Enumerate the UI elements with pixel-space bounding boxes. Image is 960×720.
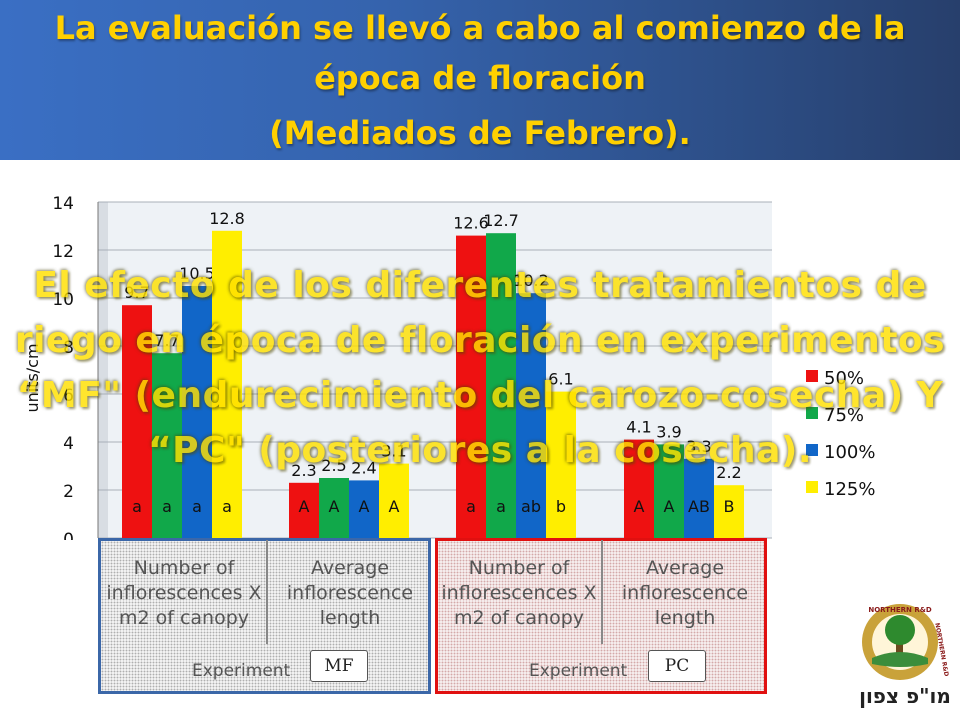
slide-title-line-1: La evaluación se llevó a cabo al comienz…	[54, 9, 906, 47]
slide-header: La evaluación se llevó a cabo al comienz…	[0, 0, 960, 160]
legend-swatch-50pct	[806, 370, 818, 382]
logo-ring-text: NORTHERN R&D	[868, 606, 931, 614]
experiment-tag-pc: PC	[648, 650, 706, 682]
significance-letter: AB	[688, 497, 710, 516]
y-tick-label: 10	[52, 290, 74, 310]
logo-hebrew-name: מו"פ צפון	[859, 684, 951, 708]
data-label: 7.7	[154, 331, 179, 350]
bar-125pct-1	[379, 463, 409, 538]
legend-label-75pct: 75%	[824, 405, 864, 426]
logo-tree-crown	[885, 615, 915, 645]
y-tick-label: 12	[52, 242, 74, 262]
experiment-label-pc: Experiment	[529, 661, 628, 681]
bar-100pct-1	[349, 480, 379, 538]
data-label: 2.3	[291, 461, 316, 480]
legend-swatch-100pct	[806, 444, 818, 456]
significance-letter: A	[359, 497, 370, 516]
bar-75pct-3	[654, 444, 684, 538]
plot-wall	[98, 202, 108, 538]
significance-letter: B	[724, 497, 735, 516]
y-tick-label: 14	[52, 194, 74, 214]
legend-label-125pct: 125%	[824, 479, 875, 500]
significance-letter: a	[222, 497, 232, 516]
category-divider	[266, 540, 268, 644]
y-tick-label: 8	[63, 338, 74, 358]
data-label: 10.2	[513, 271, 549, 290]
significance-letter: a	[192, 497, 202, 516]
bar-125pct-0	[212, 230, 242, 539]
bar-75pct-2	[486, 233, 516, 538]
y-tick-label: 6	[63, 386, 74, 406]
data-label: 3.9	[656, 422, 681, 441]
significance-letter: b	[556, 497, 566, 516]
category-label-pc-length: Average inflorescence length	[621, 557, 749, 629]
significance-letter: a	[162, 497, 172, 516]
data-label: 12.7	[483, 211, 519, 230]
bar-125pct-3	[714, 485, 744, 538]
y-tick-label: 2	[63, 482, 74, 502]
legend-swatch-125pct	[806, 481, 818, 493]
slide-title-line-2: época de floración	[314, 59, 646, 97]
bar-75pct-1	[319, 478, 349, 538]
bar-100pct-3	[684, 458, 714, 538]
data-label: 4.1	[626, 418, 651, 437]
logo-hill	[872, 652, 928, 667]
significance-letter: A	[634, 497, 645, 516]
category-label-pc-number: Number of inflorescences X m2 of canopy	[441, 557, 597, 629]
significance-letter: A	[329, 497, 340, 516]
significance-letter: a	[496, 497, 506, 516]
data-label: 3.3	[686, 437, 711, 456]
data-label: 2.5	[321, 456, 346, 475]
bar-chart: 0 2 4 6 8 10 12 14 units/cm 9.7 a 2.3 A 12.6 a 4.1 A 7.7 a…	[23, 194, 896, 540]
data-label: 2.4	[351, 458, 376, 477]
significance-letter: A	[299, 497, 310, 516]
bar-125pct-2	[546, 391, 576, 538]
category-divider	[601, 540, 603, 644]
legend-swatch-75pct	[806, 407, 818, 419]
logo-tree-trunk	[896, 634, 903, 658]
bar-100pct-2	[516, 293, 546, 538]
significance-letter: A	[664, 497, 675, 516]
data-label: 9.7	[124, 283, 149, 302]
experiment-tag-mf: MF	[310, 650, 368, 682]
northern-rd-logo: NORTHERN R&D NORTHERN R&D	[862, 604, 950, 680]
experiment-mf-box	[98, 538, 431, 694]
data-label: 3.1	[381, 442, 406, 461]
y-tick-label: 4	[63, 434, 74, 454]
legend-label-50pct: 50%	[824, 368, 864, 389]
bar-50pct-3	[624, 439, 654, 538]
legend-label-100pct: 100%	[824, 442, 875, 463]
slide-title-line-3: (Mediados de Febrero).	[269, 114, 691, 152]
significance-letter: a	[466, 497, 476, 516]
data-label: 12.6	[453, 214, 489, 233]
data-label: 12.8	[209, 209, 245, 228]
bar-75pct-0	[152, 353, 182, 538]
bar-50pct-2	[456, 235, 486, 538]
data-label: 2.2	[716, 463, 741, 482]
bar-50pct-1	[289, 482, 319, 538]
data-label: 6.1	[548, 370, 573, 389]
data-label: 10.5	[179, 264, 215, 283]
y-axis-label: units/cm	[23, 343, 42, 412]
significance-letter: ab	[521, 497, 541, 516]
significance-letter: A	[389, 497, 400, 516]
bar-100pct-0	[182, 286, 212, 538]
category-label-mf-length: Average inflorescence length	[286, 557, 414, 629]
significance-letter: a	[132, 497, 142, 516]
y-tick-label: 0	[63, 530, 74, 540]
bar-50pct-0	[122, 305, 152, 538]
category-label-mf-number: Number of inflorescences X m2 of canopy	[106, 557, 262, 629]
experiment-label-mf: Experiment	[192, 661, 291, 681]
